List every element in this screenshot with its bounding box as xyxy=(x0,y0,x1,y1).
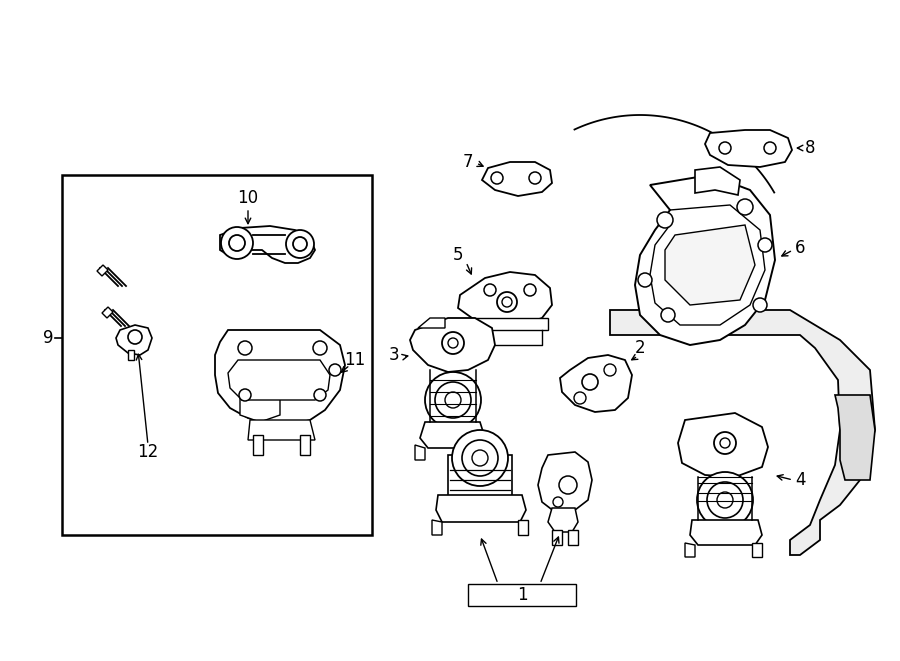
Circle shape xyxy=(329,364,341,376)
Polygon shape xyxy=(415,445,425,460)
Polygon shape xyxy=(560,355,632,412)
Circle shape xyxy=(238,341,252,355)
Circle shape xyxy=(484,284,496,296)
Polygon shape xyxy=(610,310,875,555)
Polygon shape xyxy=(97,265,108,276)
Circle shape xyxy=(720,438,730,448)
Circle shape xyxy=(764,142,776,154)
Circle shape xyxy=(442,332,464,354)
Circle shape xyxy=(128,330,142,344)
Polygon shape xyxy=(835,395,875,480)
Circle shape xyxy=(707,482,743,518)
Polygon shape xyxy=(678,413,768,477)
Circle shape xyxy=(638,273,652,287)
Polygon shape xyxy=(253,435,263,455)
Polygon shape xyxy=(220,226,315,263)
Polygon shape xyxy=(102,307,113,318)
Polygon shape xyxy=(300,435,310,455)
Polygon shape xyxy=(448,455,512,498)
Text: 1: 1 xyxy=(517,586,527,604)
Circle shape xyxy=(758,238,772,252)
Polygon shape xyxy=(568,530,578,545)
Polygon shape xyxy=(128,350,134,360)
Circle shape xyxy=(445,392,461,408)
Polygon shape xyxy=(228,360,330,400)
Polygon shape xyxy=(482,162,552,196)
Polygon shape xyxy=(468,318,548,330)
Polygon shape xyxy=(695,167,740,195)
Polygon shape xyxy=(548,508,578,532)
Circle shape xyxy=(502,297,512,307)
Text: 11: 11 xyxy=(345,351,365,369)
Polygon shape xyxy=(458,272,552,326)
Text: 2: 2 xyxy=(634,339,645,357)
Polygon shape xyxy=(665,225,755,305)
Circle shape xyxy=(435,382,471,418)
Circle shape xyxy=(753,298,767,312)
Text: 7: 7 xyxy=(463,153,473,171)
Polygon shape xyxy=(480,445,490,460)
Circle shape xyxy=(462,440,498,476)
Circle shape xyxy=(697,472,753,528)
Polygon shape xyxy=(248,420,315,440)
Circle shape xyxy=(661,308,675,322)
Circle shape xyxy=(717,492,733,508)
Text: 3: 3 xyxy=(389,346,400,364)
Circle shape xyxy=(719,142,731,154)
Text: 9: 9 xyxy=(43,329,53,347)
Circle shape xyxy=(553,497,563,507)
Polygon shape xyxy=(410,318,495,372)
Circle shape xyxy=(314,389,326,401)
Circle shape xyxy=(737,199,753,215)
Circle shape xyxy=(448,338,458,348)
Polygon shape xyxy=(518,520,528,535)
Circle shape xyxy=(229,235,245,251)
Text: 12: 12 xyxy=(138,443,158,461)
Polygon shape xyxy=(215,330,345,425)
Circle shape xyxy=(574,392,586,404)
Polygon shape xyxy=(436,495,526,522)
Circle shape xyxy=(524,284,536,296)
Circle shape xyxy=(491,172,503,184)
Bar xyxy=(468,584,576,606)
Bar xyxy=(62,175,372,535)
Circle shape xyxy=(221,227,253,259)
Circle shape xyxy=(714,432,736,454)
Circle shape xyxy=(604,364,616,376)
Circle shape xyxy=(313,341,327,355)
Text: 5: 5 xyxy=(453,246,464,264)
Polygon shape xyxy=(690,520,762,545)
Polygon shape xyxy=(538,452,592,512)
Text: 4: 4 xyxy=(795,471,806,489)
Circle shape xyxy=(293,237,307,251)
Polygon shape xyxy=(420,422,485,448)
Text: 10: 10 xyxy=(238,189,258,207)
Polygon shape xyxy=(635,175,775,345)
Polygon shape xyxy=(240,395,280,422)
Circle shape xyxy=(529,172,541,184)
Polygon shape xyxy=(552,530,562,545)
Polygon shape xyxy=(752,543,762,557)
Polygon shape xyxy=(705,130,792,167)
Circle shape xyxy=(559,476,577,494)
Circle shape xyxy=(497,292,517,312)
Circle shape xyxy=(239,389,251,401)
Text: 6: 6 xyxy=(795,239,806,257)
Polygon shape xyxy=(685,543,695,557)
Text: 8: 8 xyxy=(805,139,815,157)
Polygon shape xyxy=(253,235,285,254)
Circle shape xyxy=(472,450,488,466)
Circle shape xyxy=(657,212,673,228)
Polygon shape xyxy=(116,325,152,355)
Polygon shape xyxy=(432,520,442,535)
Circle shape xyxy=(286,230,314,258)
Circle shape xyxy=(582,374,598,390)
Polygon shape xyxy=(418,318,445,328)
Circle shape xyxy=(425,372,481,428)
Circle shape xyxy=(452,430,508,486)
